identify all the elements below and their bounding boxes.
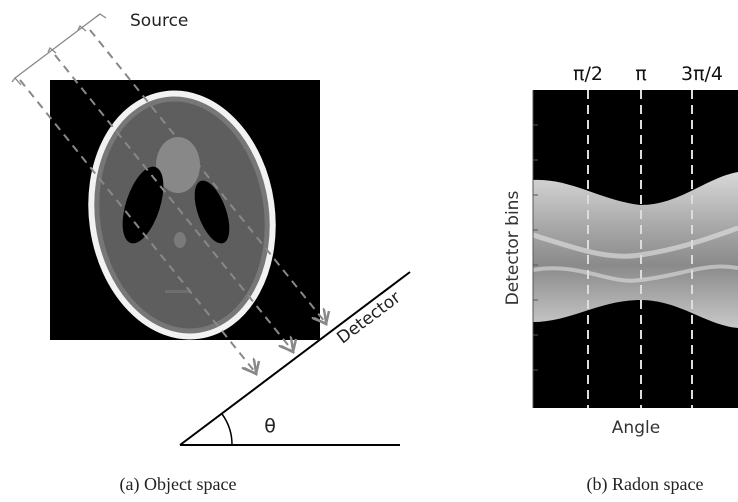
source <box>12 14 106 85</box>
figure: Source Detector θ (a) Object space <box>0 0 738 502</box>
x-axis-label: Angle <box>612 418 660 438</box>
angle-tick-label: 3π/4 <box>681 63 723 85</box>
phantom <box>50 80 320 348</box>
caption-a: (a) Object space <box>120 474 237 495</box>
caption-b: (b) Radon space <box>587 474 704 495</box>
y-axis-label: Detector bins <box>503 191 523 306</box>
angle-tick-label: π/2 <box>573 63 603 85</box>
detector-label: Detector <box>333 288 404 349</box>
sinogram <box>533 90 738 408</box>
angle-tick-label: π <box>635 63 646 85</box>
angle-label: θ <box>264 415 276 437</box>
source-label: Source <box>130 11 188 31</box>
